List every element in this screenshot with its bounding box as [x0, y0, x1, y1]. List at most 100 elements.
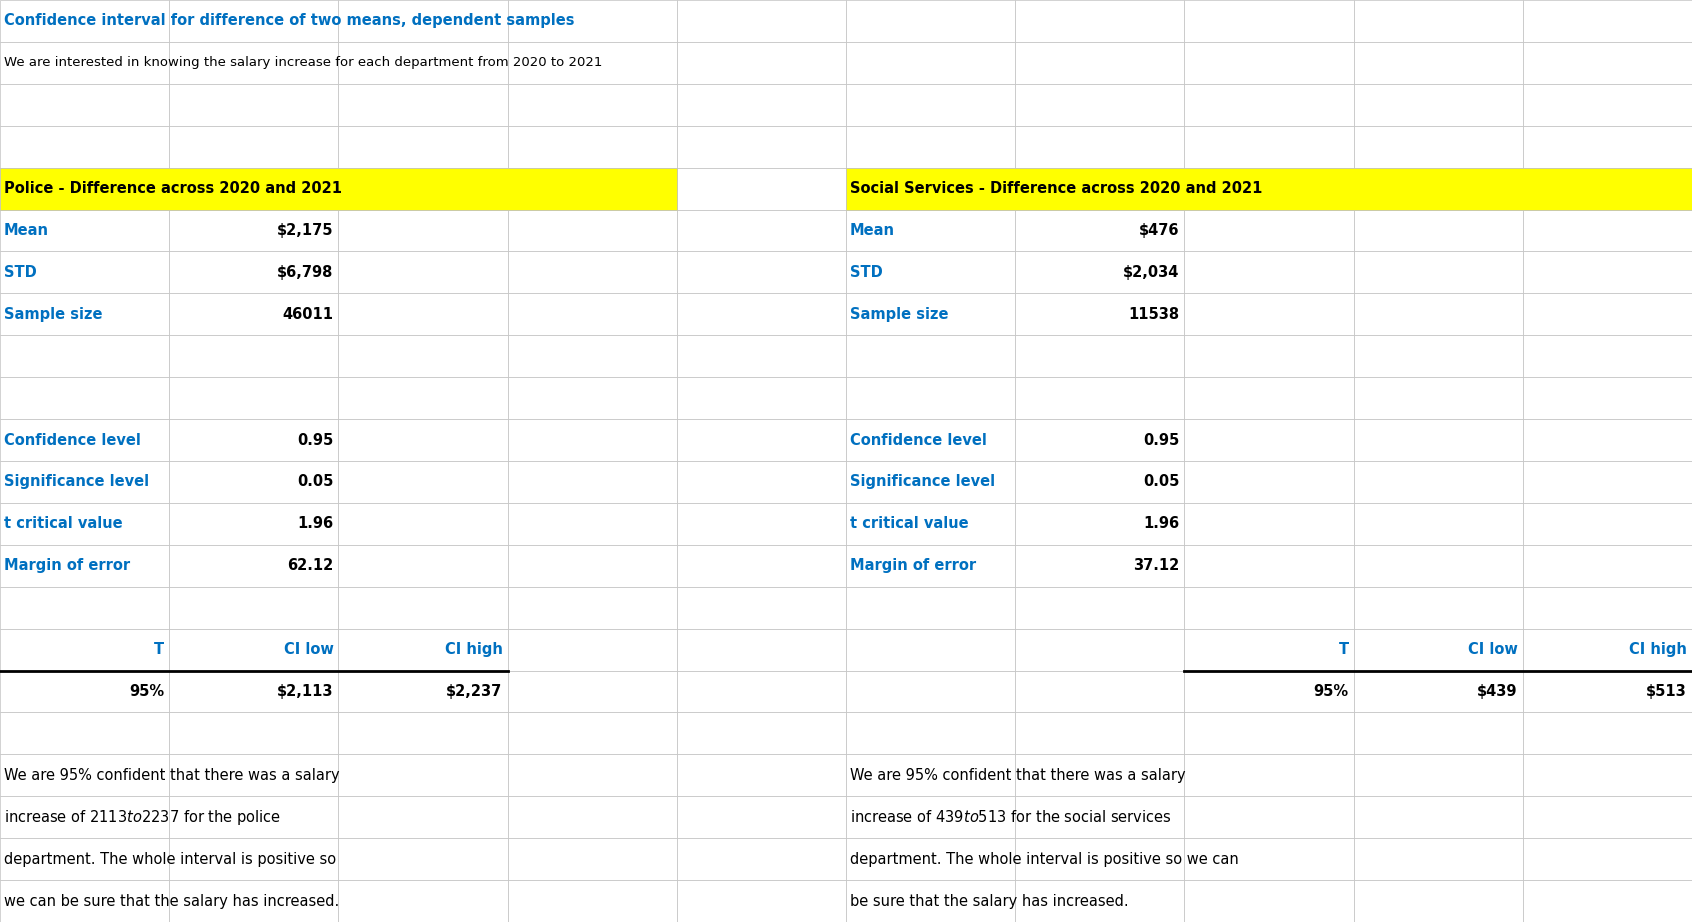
Bar — [677, 713, 846, 754]
Bar — [677, 125, 846, 168]
Text: 37.12: 37.12 — [1134, 559, 1179, 573]
Text: $476: $476 — [1139, 223, 1179, 238]
Text: 95%: 95% — [129, 684, 164, 699]
Bar — [0, 629, 169, 670]
Bar — [677, 502, 846, 545]
Bar — [677, 754, 846, 797]
Text: Confidence level: Confidence level — [3, 432, 140, 447]
Text: Social Services - Difference across 2020 and 2021: Social Services - Difference across 2020… — [849, 181, 1262, 196]
Bar — [846, 545, 1015, 586]
Bar — [169, 545, 338, 586]
Text: T: T — [1338, 642, 1349, 657]
Text: department. The whole interval is positive so: department. The whole interval is positi… — [3, 852, 337, 867]
Text: Confidence level: Confidence level — [849, 432, 986, 447]
Bar — [508, 209, 677, 252]
Bar — [169, 293, 338, 336]
Bar — [1184, 838, 1354, 881]
Bar — [1015, 670, 1184, 713]
Bar — [1523, 420, 1692, 461]
Text: we can be sure that the salary has increased.: we can be sure that the salary has incre… — [3, 893, 340, 908]
Bar — [169, 670, 338, 713]
Bar — [1015, 125, 1184, 168]
Bar — [1523, 797, 1692, 838]
Bar — [677, 293, 846, 336]
Bar — [169, 586, 338, 629]
Bar — [1354, 377, 1523, 420]
Text: CI low: CI low — [284, 642, 333, 657]
Bar — [1015, 336, 1184, 377]
Bar — [169, 629, 338, 670]
Bar — [1354, 168, 1523, 209]
Text: 1.96: 1.96 — [1144, 516, 1179, 531]
Bar — [1354, 670, 1523, 713]
Text: Confidence interval for difference of two means, dependent samples: Confidence interval for difference of tw… — [3, 14, 575, 29]
Text: t critical value: t critical value — [3, 516, 122, 531]
Bar — [1184, 209, 1354, 252]
Bar — [1015, 502, 1184, 545]
Bar — [1523, 125, 1692, 168]
Text: We are interested in knowing the salary increase for each department from 2020 t: We are interested in knowing the salary … — [3, 56, 602, 69]
Text: CI high: CI high — [445, 642, 503, 657]
Bar — [338, 377, 508, 420]
Bar — [0, 754, 169, 797]
Bar — [1184, 125, 1354, 168]
Bar — [169, 41, 338, 84]
Bar — [1015, 545, 1184, 586]
Bar — [508, 838, 677, 881]
Text: department. The whole interval is positive so we can: department. The whole interval is positi… — [849, 852, 1239, 867]
Bar — [1184, 586, 1354, 629]
Bar — [1015, 586, 1184, 629]
Text: 0.05: 0.05 — [298, 475, 333, 490]
Bar — [1015, 713, 1184, 754]
Bar — [1184, 0, 1354, 41]
Bar — [1184, 293, 1354, 336]
Bar — [1523, 461, 1692, 502]
Bar — [169, 754, 338, 797]
Bar — [338, 125, 508, 168]
Bar — [677, 252, 846, 293]
Text: Police - Difference across 2020 and 2021: Police - Difference across 2020 and 2021 — [3, 181, 342, 196]
Bar — [846, 209, 1015, 252]
Bar — [677, 336, 846, 377]
Bar — [1354, 713, 1523, 754]
Bar — [846, 881, 1015, 922]
Bar — [1354, 797, 1523, 838]
Bar — [169, 125, 338, 168]
Bar — [169, 336, 338, 377]
Text: $513: $513 — [1646, 684, 1687, 699]
Text: $6,798: $6,798 — [277, 265, 333, 280]
Bar — [1015, 293, 1184, 336]
Bar — [169, 252, 338, 293]
Text: be sure that the salary has increased.: be sure that the salary has increased. — [849, 893, 1129, 908]
Text: increase of $439 to $513 for the social services: increase of $439 to $513 for the social … — [849, 810, 1171, 825]
Bar — [1015, 797, 1184, 838]
Text: 0.05: 0.05 — [1144, 475, 1179, 490]
Bar — [169, 797, 338, 838]
Bar — [846, 168, 1692, 209]
Bar — [1354, 252, 1523, 293]
Bar — [338, 0, 508, 41]
Bar — [338, 502, 508, 545]
Bar — [1184, 629, 1354, 670]
Bar — [0, 0, 169, 41]
Bar — [677, 670, 846, 713]
Bar — [1015, 84, 1184, 125]
Bar — [338, 41, 508, 84]
Bar — [1015, 461, 1184, 502]
Bar — [1354, 754, 1523, 797]
Bar — [1523, 0, 1692, 41]
Bar — [677, 461, 846, 502]
Bar — [169, 0, 338, 41]
Bar — [0, 881, 169, 922]
Bar — [846, 168, 1015, 209]
Bar — [1523, 209, 1692, 252]
Bar — [1523, 754, 1692, 797]
Bar — [338, 754, 508, 797]
Bar — [1354, 293, 1523, 336]
Text: 1.96: 1.96 — [298, 516, 333, 531]
Bar — [677, 84, 846, 125]
Bar — [338, 168, 508, 209]
Bar — [846, 461, 1015, 502]
Bar — [1354, 0, 1523, 41]
Bar — [0, 125, 169, 168]
